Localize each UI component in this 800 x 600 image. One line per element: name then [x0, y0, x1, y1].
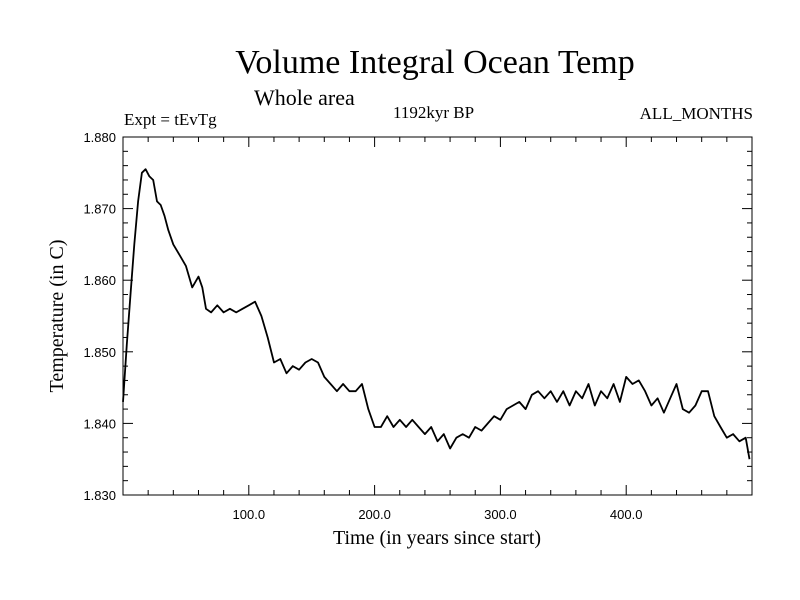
period-label: 1192kyr BP	[393, 103, 475, 122]
chart-title: Volume Integral Ocean Temp	[235, 44, 635, 81]
y-axis: 1.830 1.840 1.850 1.860 1.870 1.880	[83, 130, 752, 503]
y-tick-label: 1.830	[83, 488, 116, 503]
plot-frame	[122, 136, 753, 496]
experiment-label: Expt = tEvTg	[124, 110, 217, 129]
y-tick-label: 1.840	[83, 416, 116, 431]
y-tick-label: 1.860	[83, 273, 116, 288]
x-tick-label: 200.0	[358, 507, 391, 522]
series-line	[122, 168, 751, 460]
y-tick-label: 1.870	[83, 202, 116, 217]
y-tick-label: 1.880	[83, 130, 116, 145]
x-tick-label: 100.0	[233, 507, 266, 522]
x-tick-label: 400.0	[610, 507, 643, 522]
x-tick-label: 300.0	[484, 507, 517, 522]
x-axis-label: Time (in years since start)	[333, 527, 541, 549]
series-layer	[122, 168, 751, 460]
chart-subtitle: Whole area	[254, 85, 355, 110]
months-label: ALL_MONTHS	[639, 104, 753, 123]
y-tick-label: 1.850	[83, 345, 116, 360]
y-axis-label: Temperature (in C)	[46, 240, 68, 393]
x-axis: 100.0 200.0 300.0 400.0	[147, 137, 728, 522]
